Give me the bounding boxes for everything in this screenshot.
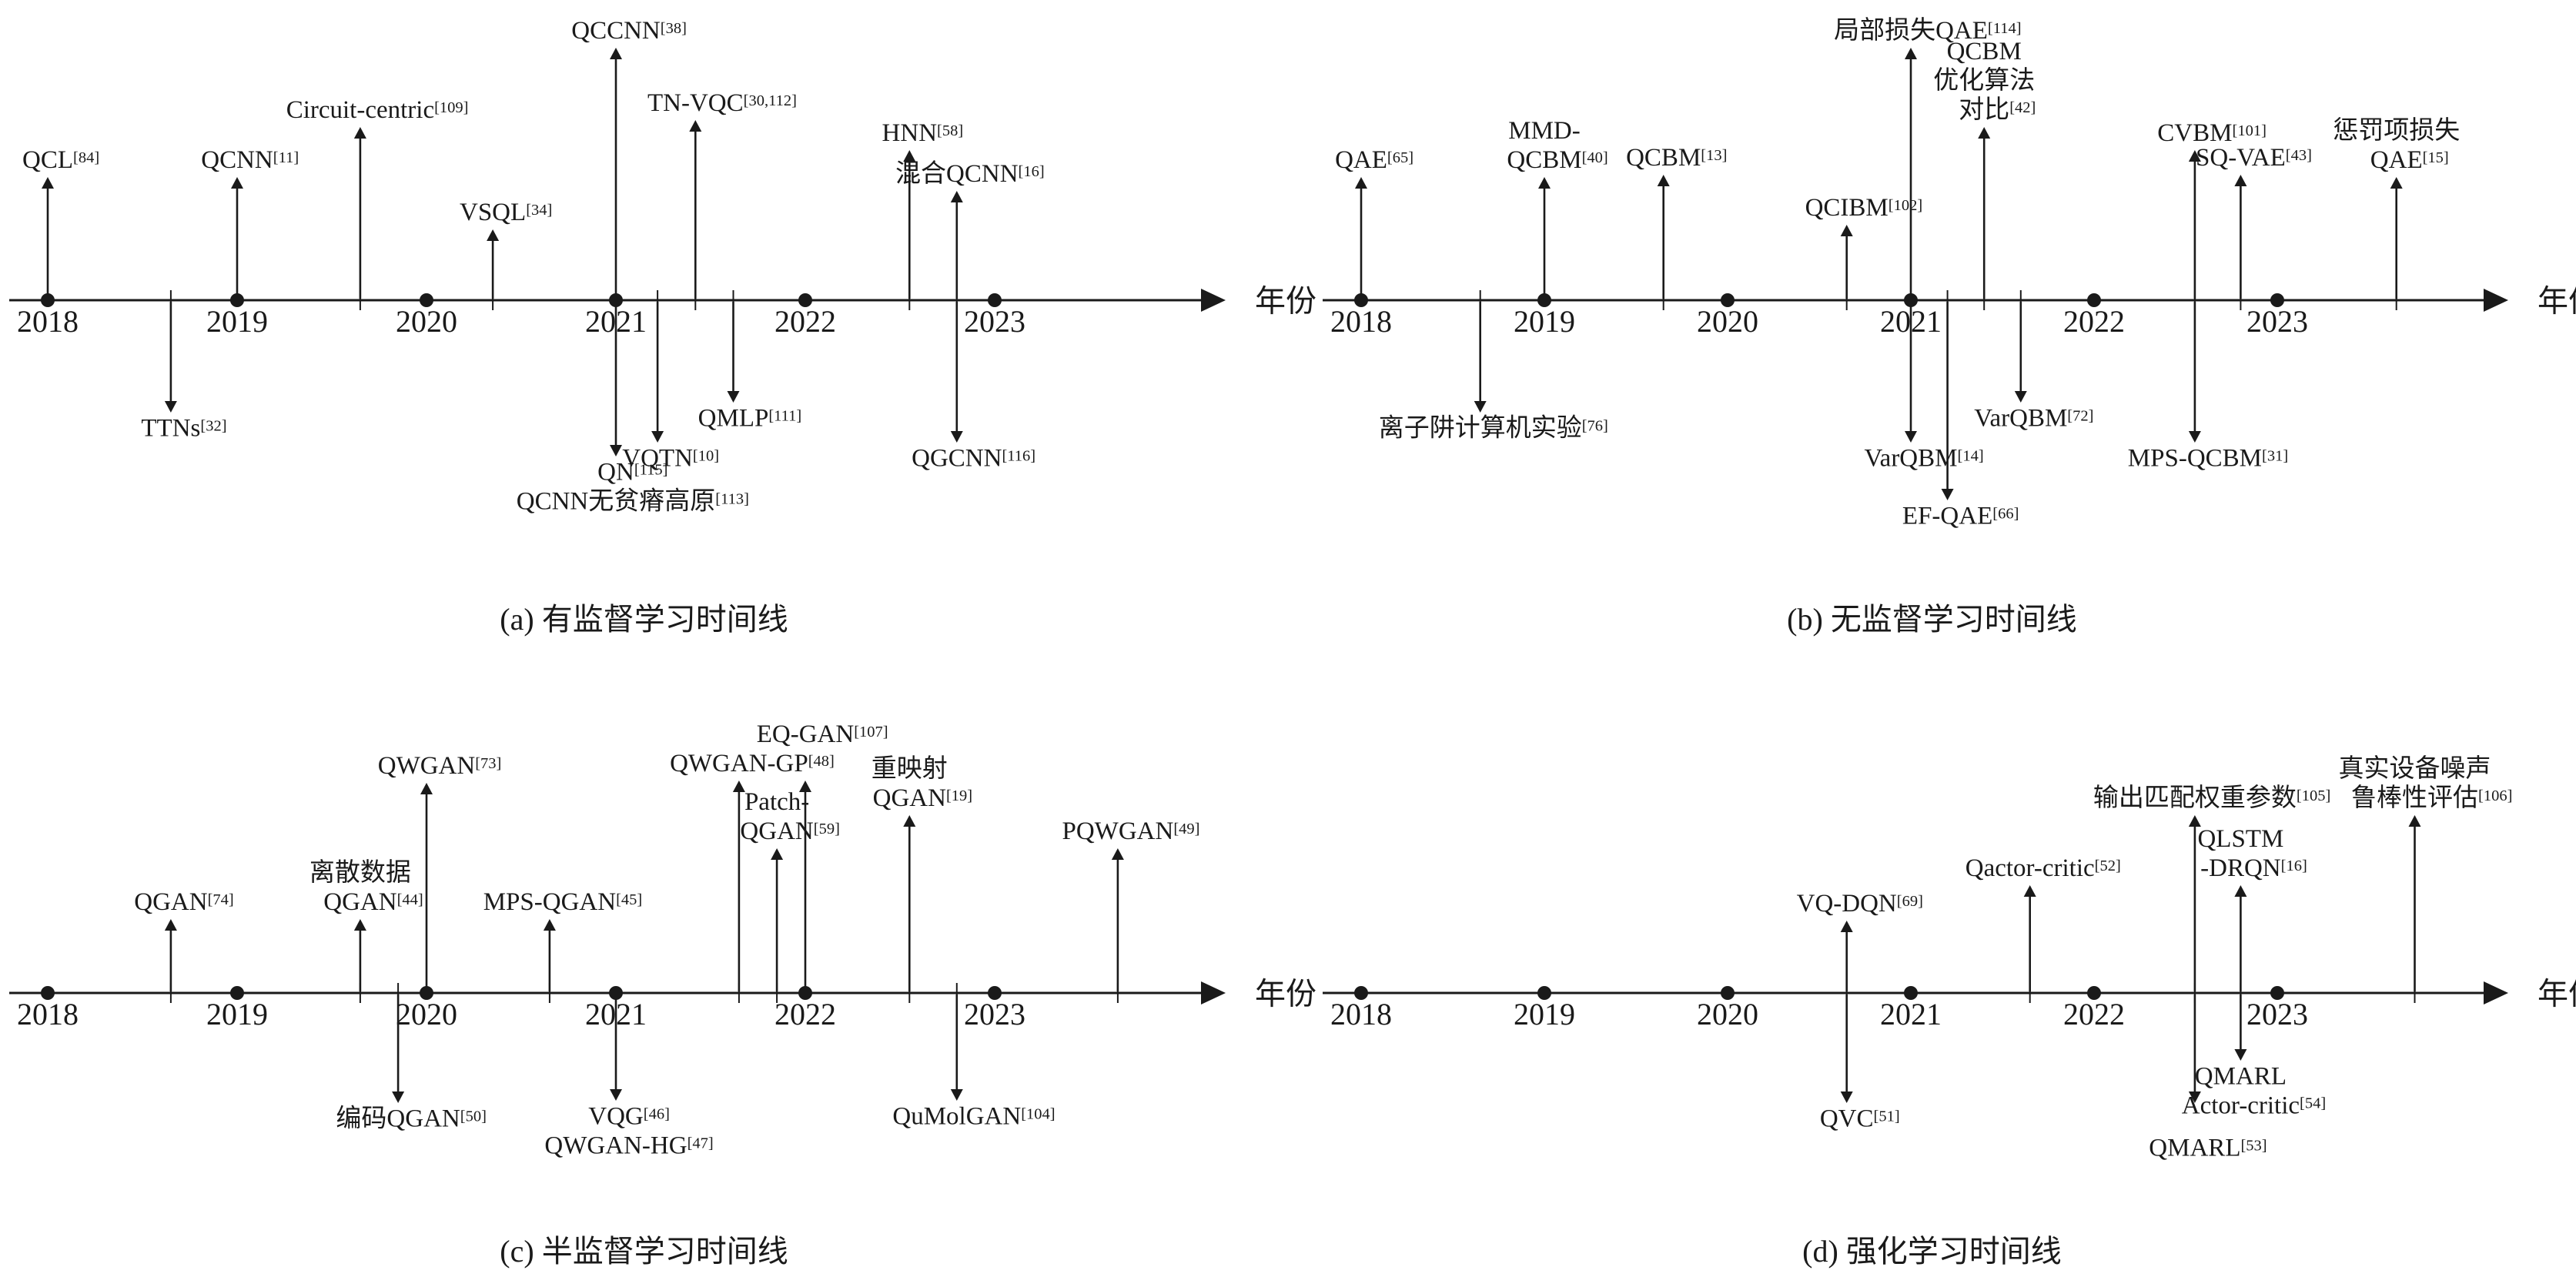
- svg-text:2018: 2018: [17, 997, 79, 1031]
- svg-text:2018: 2018: [1330, 997, 1392, 1031]
- svg-text:2020: 2020: [1697, 997, 1758, 1031]
- svg-text:2023: 2023: [964, 304, 1025, 339]
- svg-text:2018: 2018: [1330, 304, 1392, 339]
- svg-text:QCBM: QCBM: [1947, 38, 2022, 65]
- svg-text:2022: 2022: [774, 304, 836, 339]
- svg-text:2019: 2019: [1514, 304, 1575, 339]
- svg-text:年份: 年份: [1255, 976, 1316, 1011]
- svg-text:年份: 年份: [1255, 283, 1316, 318]
- svg-text:年份: 年份: [2538, 976, 2576, 1011]
- svg-text:2020: 2020: [396, 997, 457, 1031]
- svg-text:(d) 强化学习时间线: (d) 强化学习时间线: [1802, 1234, 2062, 1269]
- svg-text:年份: 年份: [2538, 283, 2576, 318]
- svg-text:QCNN无贫瘠高原[113]: QCNN无贫瘠高原[113]: [517, 486, 749, 515]
- svg-text:QMARL: QMARL: [2195, 1062, 2287, 1090]
- svg-text:2020: 2020: [396, 304, 457, 339]
- svg-text:(c) 半监督学习时间线: (c) 半监督学习时间线: [500, 1234, 788, 1269]
- svg-text:惩罚项损失: 惩罚项损失: [2333, 116, 2460, 145]
- svg-text:MMD-: MMD-: [1508, 117, 1581, 145]
- svg-text:Patch-: Patch-: [744, 788, 809, 816]
- svg-text:真实设备噪声: 真实设备噪声: [2339, 754, 2491, 783]
- svg-text:QLSTM: QLSTM: [2197, 825, 2283, 853]
- svg-text:2023: 2023: [964, 997, 1025, 1031]
- svg-text:2022: 2022: [774, 997, 836, 1031]
- svg-text:2019: 2019: [206, 997, 268, 1031]
- svg-text:2018: 2018: [17, 304, 79, 339]
- svg-text:重映射: 重映射: [871, 754, 948, 783]
- svg-text:(a) 有监督学习时间线: (a) 有监督学习时间线: [500, 602, 788, 637]
- svg-text:2020: 2020: [1697, 304, 1758, 339]
- svg-text:优化算法: 优化算法: [1933, 66, 2035, 95]
- svg-text:(b) 无监督学习时间线: (b) 无监督学习时间线: [1787, 602, 2077, 637]
- svg-text:2023: 2023: [2246, 997, 2308, 1031]
- svg-text:离散数据: 离散数据: [309, 858, 411, 887]
- svg-text:2019: 2019: [206, 304, 268, 339]
- svg-text:2023: 2023: [2246, 304, 2308, 339]
- svg-text:输出匹配权重参数[105]: 输出匹配权重参数[105]: [2093, 784, 2330, 812]
- svg-text:2021: 2021: [1880, 997, 1942, 1031]
- svg-text:2022: 2022: [2063, 997, 2125, 1031]
- svg-text:2019: 2019: [1514, 997, 1575, 1031]
- svg-text:2022: 2022: [2063, 304, 2125, 339]
- svg-text:离子阱计算机实验[76]: 离子阱计算机实验[76]: [1379, 413, 1608, 442]
